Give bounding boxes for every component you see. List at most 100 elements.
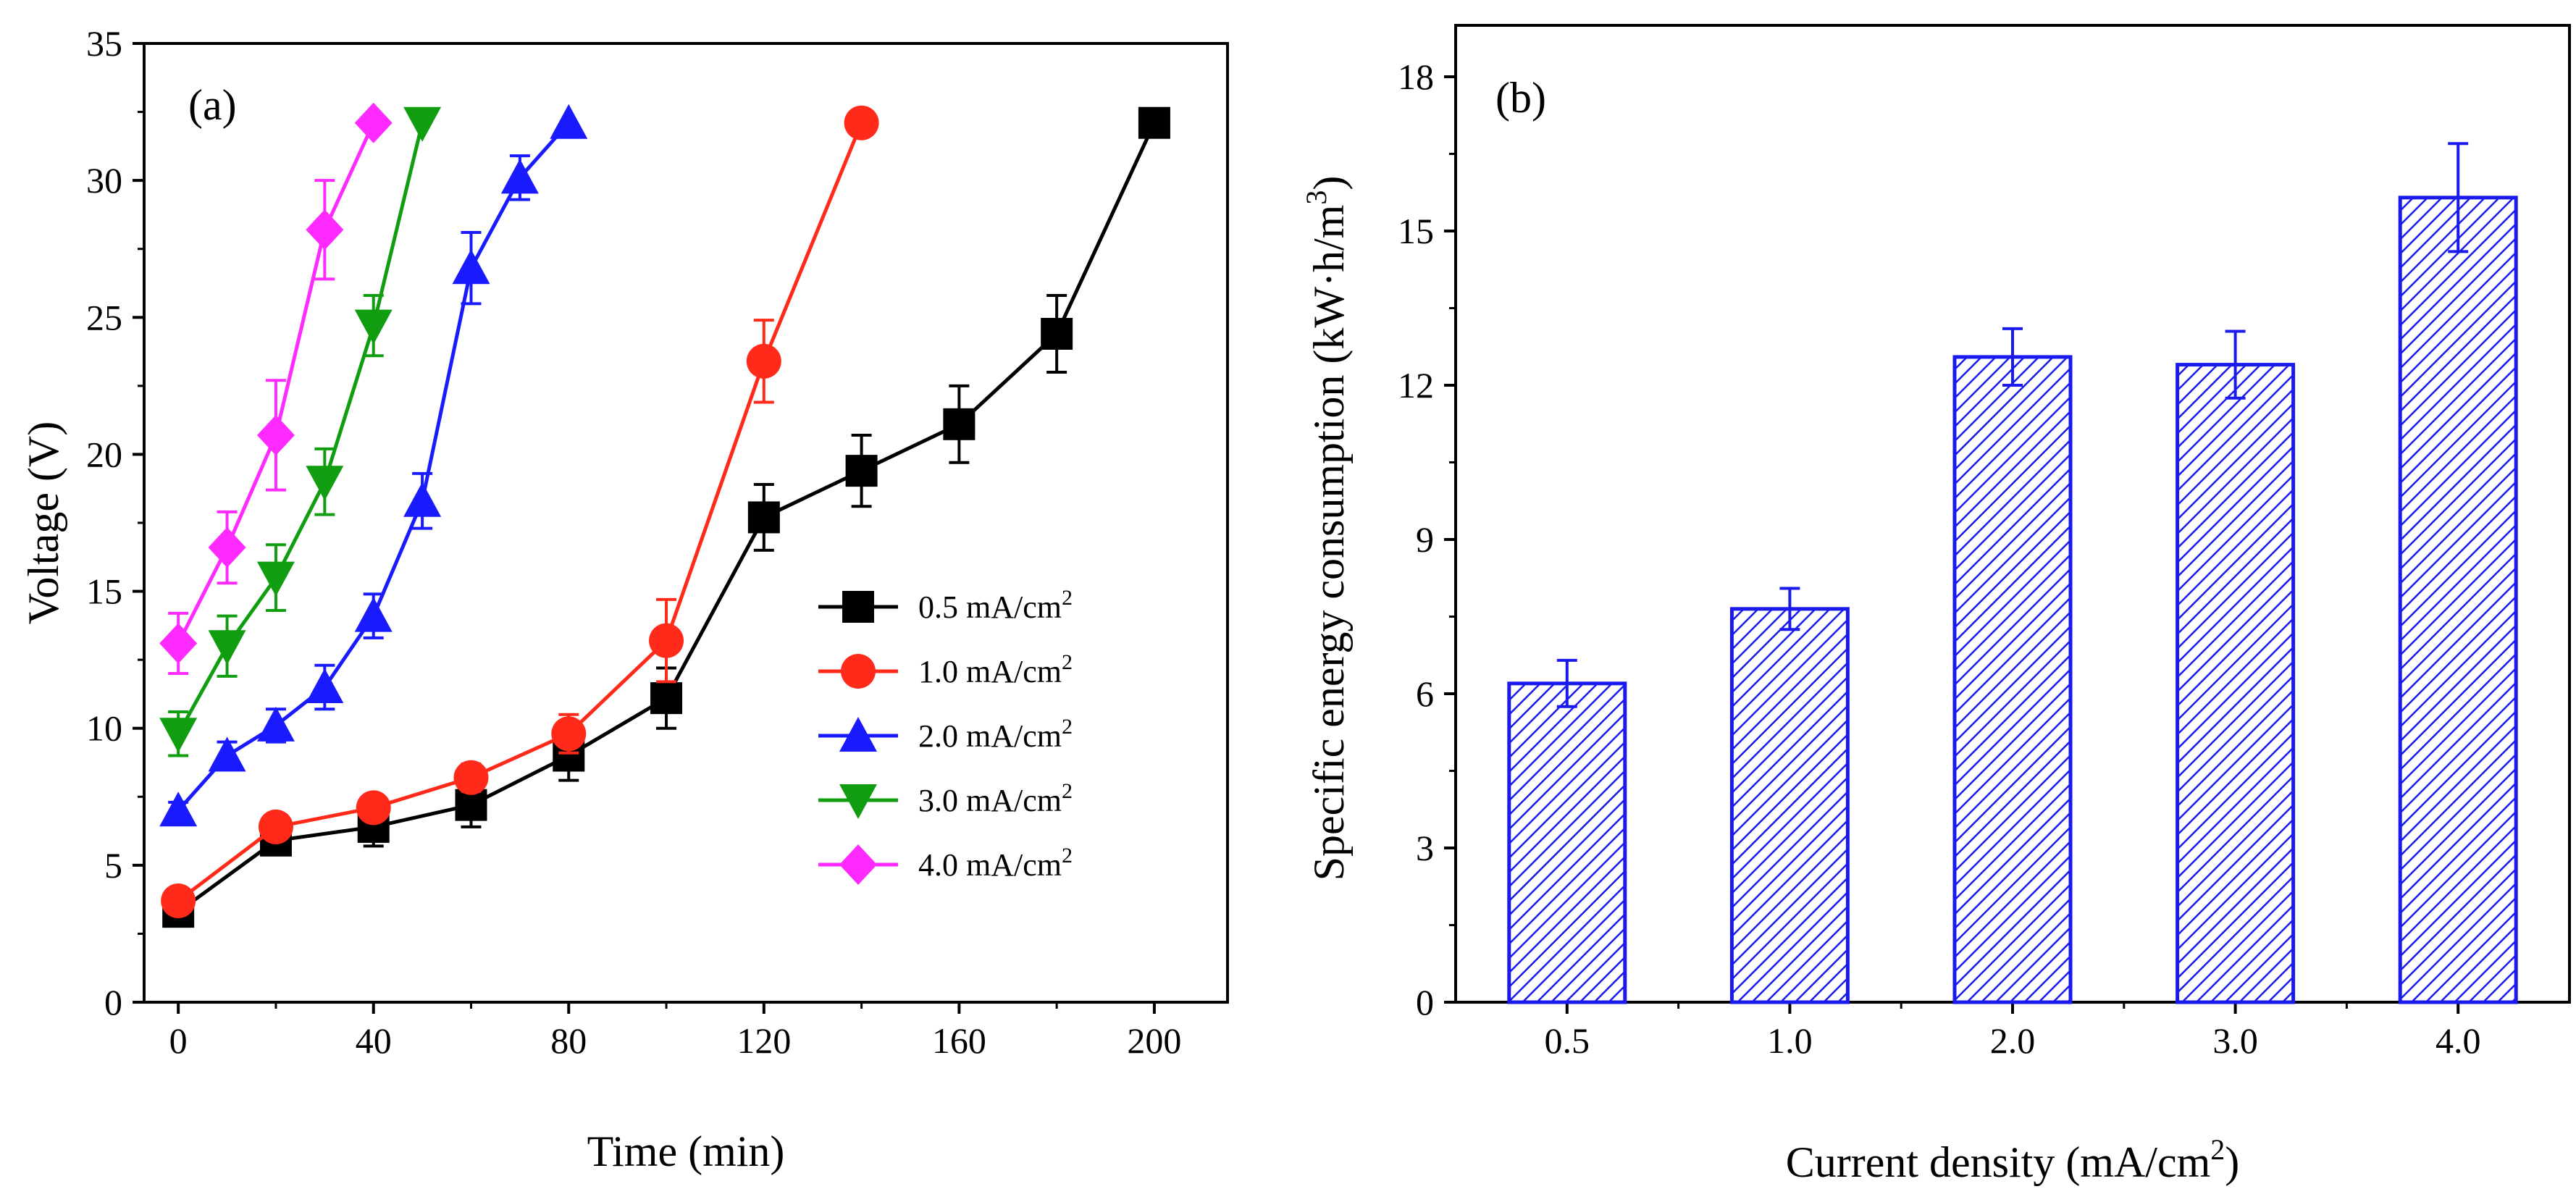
y-tick-label-a: 30 [86, 160, 122, 201]
x-tick-label-b: 3.0 [2212, 1020, 2258, 1061]
bar-1.0 [1729, 607, 1850, 1004]
series-0 [162, 106, 1170, 928]
data-point [161, 883, 196, 919]
legend-item-3: 3.0 mA/cm2 [818, 779, 1073, 819]
legend-marker [842, 591, 874, 623]
data-point [208, 527, 246, 568]
y-tick-label-a: 0 [104, 982, 122, 1022]
legend-label-text: 4.0 mA/cm [918, 847, 1062, 883]
data-point [650, 682, 683, 715]
data-point [306, 209, 344, 251]
data-point [159, 718, 198, 753]
data-point [403, 482, 442, 517]
series-line-2 [177, 122, 571, 812]
x-tick-label-b: 0.5 [1545, 1020, 1590, 1061]
y-axis-title-b-end: ) [1305, 176, 1353, 190]
x-axis-title-b-text: Current density (mA/cm [1786, 1138, 2211, 1186]
y-tick-label-b: 6 [1416, 673, 1434, 714]
x-tick-label-a: 120 [737, 1020, 791, 1061]
panel-label-a: (a) [188, 81, 237, 129]
legend-label: 2.0 mA/cm2 [918, 715, 1073, 754]
data-point [550, 104, 588, 139]
series-line-3 [176, 122, 424, 735]
data-point [551, 716, 587, 752]
data-point [208, 630, 246, 665]
data-point [256, 706, 295, 742]
bar-2.0 [1952, 355, 2073, 1004]
y-tick-label-b: 0 [1416, 982, 1434, 1022]
data-point [943, 408, 976, 440]
y-tick-label-b: 3 [1416, 828, 1434, 868]
x-tick-label-b: 4.0 [2436, 1020, 2481, 1061]
legend-label: 0.5 mA/cm2 [918, 586, 1073, 625]
data-point [746, 343, 781, 379]
data-point [356, 790, 391, 826]
legend-label-sup: 2 [1062, 844, 1073, 868]
legend-marker [841, 654, 876, 689]
x-tick-label-b: 2.0 [1990, 1020, 2036, 1061]
series-4 [159, 102, 393, 676]
legend-label-sup: 2 [1062, 779, 1073, 803]
data-point [159, 791, 198, 827]
data-point [354, 102, 393, 143]
legend-marker [839, 717, 877, 752]
x-tick-label-a: 200 [1127, 1020, 1181, 1061]
legend-label-text: 0.5 mA/cm [918, 589, 1062, 625]
y-tick-label-a: 5 [104, 845, 122, 886]
panel-label-b: (b) [1495, 74, 1546, 122]
data-point [354, 309, 393, 345]
data-point [844, 105, 879, 140]
data-point [403, 106, 442, 142]
y-tick-label-b: 15 [1398, 211, 1434, 251]
data-point [649, 623, 684, 658]
x-tick-label-a: 160 [932, 1020, 986, 1061]
x-tick-label-a: 40 [356, 1020, 392, 1061]
data-point [1041, 317, 1073, 350]
legend-label-sup: 2 [1062, 715, 1073, 739]
y-tick-label-a: 15 [86, 571, 122, 612]
y-axis-title-b-sup: 3 [1300, 190, 1333, 205]
legend-label-text: 3.0 mA/cm [918, 783, 1062, 818]
panel-b: 0 3 6 9 12 15 18 0.5 1.0 2.0 3.0 4.0 Current density… [1300, 24, 2571, 1186]
data-point [845, 455, 878, 487]
data-point [306, 466, 344, 501]
legend-marker [839, 784, 877, 819]
data-point [256, 561, 295, 597]
data-point [452, 249, 490, 285]
y-tick-label-a: 20 [86, 434, 122, 474]
x-tick-label-a: 80 [550, 1020, 587, 1061]
y-tick-label-b: 12 [1398, 365, 1434, 406]
legend-marker [839, 844, 877, 885]
y-tick-label-b: 9 [1416, 519, 1434, 560]
data-point [306, 668, 344, 703]
data-point [208, 736, 246, 772]
panel-a: 0 40 80 120 160 200 0 5 10 15 20 25 30 35 Time (min) Vo… [20, 23, 1229, 1175]
series-3 [159, 106, 442, 757]
legend-label-text: 2.0 mA/cm [918, 718, 1062, 754]
y-axis-title-b: Specific energy consumption (kW·h/m3) [1300, 176, 1353, 881]
x-axis-title-b: Current density (mA/cm2) [1786, 1133, 2240, 1186]
data-point [159, 623, 198, 664]
y-axis-title-a: Voltage (V) [20, 421, 67, 625]
data-point [500, 159, 539, 194]
x-axis-title-b-sup: 2 [2210, 1133, 2225, 1166]
legend-label: 1.0 mA/cm2 [918, 650, 1073, 689]
legend-item-4: 4.0 mA/cm2 [818, 844, 1073, 885]
y-tick-label-b: 18 [1398, 56, 1434, 97]
y-tick-label-a: 35 [86, 23, 122, 64]
data-point [354, 597, 393, 632]
legend-label-sup: 2 [1062, 586, 1073, 610]
legend-label-sup: 2 [1062, 650, 1073, 674]
data-point [256, 414, 295, 455]
x-tick-label-a: 0 [169, 1020, 188, 1061]
bar-0.5 [1507, 681, 1627, 1004]
data-point [453, 760, 489, 795]
legend-item-2: 2.0 mA/cm2 [818, 715, 1073, 754]
legend-label-text: 1.0 mA/cm [918, 654, 1062, 689]
x-axis-title-a: Time (min) [587, 1127, 785, 1175]
legend-label: 4.0 mA/cm2 [918, 844, 1073, 883]
data-point [1138, 106, 1170, 139]
legend-item-1: 1.0 mA/cm2 [818, 650, 1073, 689]
series-1 [161, 105, 879, 919]
